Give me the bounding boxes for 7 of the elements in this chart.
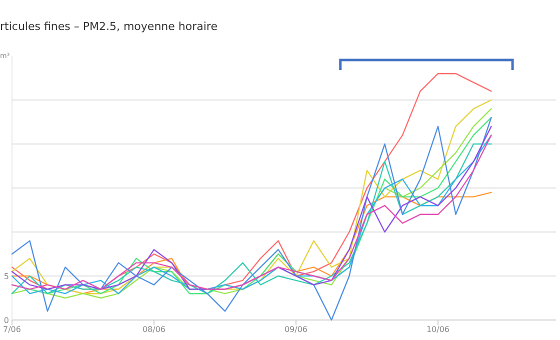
- y-tick-label: 0: [4, 316, 9, 325]
- x-tick-label: 08/06: [142, 325, 166, 334]
- x-tick-label: 7/06: [3, 325, 21, 334]
- y-tick-label: 5: [4, 272, 9, 281]
- x-tick-label: 10/06: [426, 325, 450, 334]
- chart-title: rticules fines – PM2.5, moyenne horaire: [0, 20, 218, 33]
- x-tick-label: 09/06: [284, 325, 308, 334]
